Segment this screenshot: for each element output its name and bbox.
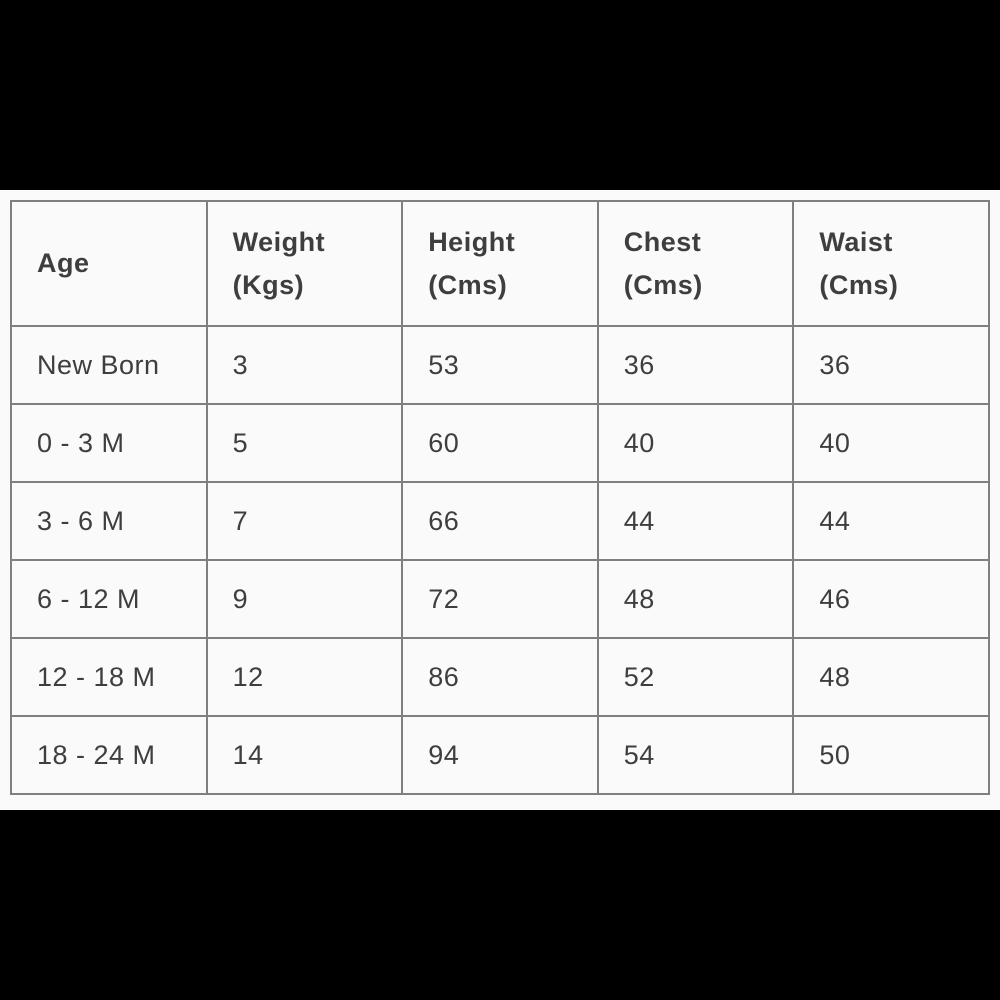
height-cell: 53	[401, 325, 599, 405]
column-header-age: Age	[10, 200, 208, 327]
column-header-weight: Weight (Kgs)	[205, 200, 404, 327]
table-row-6-12m: 6 - 12 M 9 72 48 46	[10, 559, 990, 639]
waist-cell: 40	[792, 403, 990, 483]
weight-cell: 3	[205, 325, 404, 405]
table-row-12-18m: 12 - 18 M 12 86 52 48	[10, 637, 990, 717]
chest-cell: 44	[596, 481, 795, 561]
age-cell: 6 - 12 M	[10, 559, 208, 639]
weight-cell: 7	[205, 481, 404, 561]
column-header-label: Height	[428, 227, 516, 258]
table-row-3-6m: 3 - 6 M 7 66 44 44	[10, 481, 990, 561]
height-cell: 86	[401, 637, 599, 717]
waist-cell: 44	[792, 481, 990, 561]
weight-cell: 9	[205, 559, 404, 639]
column-header-label: Chest	[623, 227, 702, 258]
weight-cell: 12	[205, 637, 404, 717]
table-row-18-24m: 18 - 24 M 14 94 54 50	[10, 715, 990, 795]
height-cell: 94	[401, 715, 599, 795]
waist-cell: 48	[792, 637, 990, 717]
table-row-0-3m: 0 - 3 M 5 60 40 40	[10, 403, 990, 483]
waist-cell: 50	[792, 715, 990, 795]
column-header-chest: Chest (Cms)	[596, 200, 795, 327]
size-chart-panel: Age Weight (Kgs) Height (Cms)	[0, 190, 1000, 810]
column-header-waist: Waist (Cms)	[792, 200, 990, 327]
age-cell: New Born	[10, 325, 208, 405]
age-cell: 0 - 3 M	[10, 403, 208, 483]
top-letterbox-bar	[0, 0, 1000, 190]
age-cell: 3 - 6 M	[10, 481, 208, 561]
chest-cell: 54	[596, 715, 795, 795]
bottom-letterbox-bar	[0, 810, 1000, 1000]
column-header-label: Waist	[819, 227, 893, 258]
column-header-label: Age	[37, 248, 90, 279]
waist-cell: 46	[792, 559, 990, 639]
height-cell: 66	[401, 481, 599, 561]
column-header-unit: (Cms)	[819, 269, 899, 300]
header-row: Age Weight (Kgs) Height (Cms)	[10, 200, 990, 327]
height-cell: 60	[401, 403, 599, 483]
column-header-label: Weight	[232, 227, 326, 258]
age-cell: 12 - 18 M	[10, 637, 208, 717]
column-header-unit: (Kgs)	[232, 269, 305, 300]
chest-cell: 48	[596, 559, 795, 639]
column-header-unit: (Cms)	[623, 269, 703, 300]
waist-cell: 36	[792, 325, 990, 405]
height-cell: 72	[401, 559, 599, 639]
size-chart-table: Age Weight (Kgs) Height (Cms)	[10, 200, 990, 795]
column-header-height: Height (Cms)	[401, 200, 599, 327]
weight-cell: 14	[205, 715, 404, 795]
weight-cell: 5	[205, 403, 404, 483]
column-header-unit: (Cms)	[428, 269, 508, 300]
chest-cell: 40	[596, 403, 795, 483]
table-row-new-born: New Born 3 53 36 36	[10, 325, 990, 405]
chest-cell: 52	[596, 637, 795, 717]
chest-cell: 36	[596, 325, 795, 405]
age-cell: 18 - 24 M	[10, 715, 208, 795]
